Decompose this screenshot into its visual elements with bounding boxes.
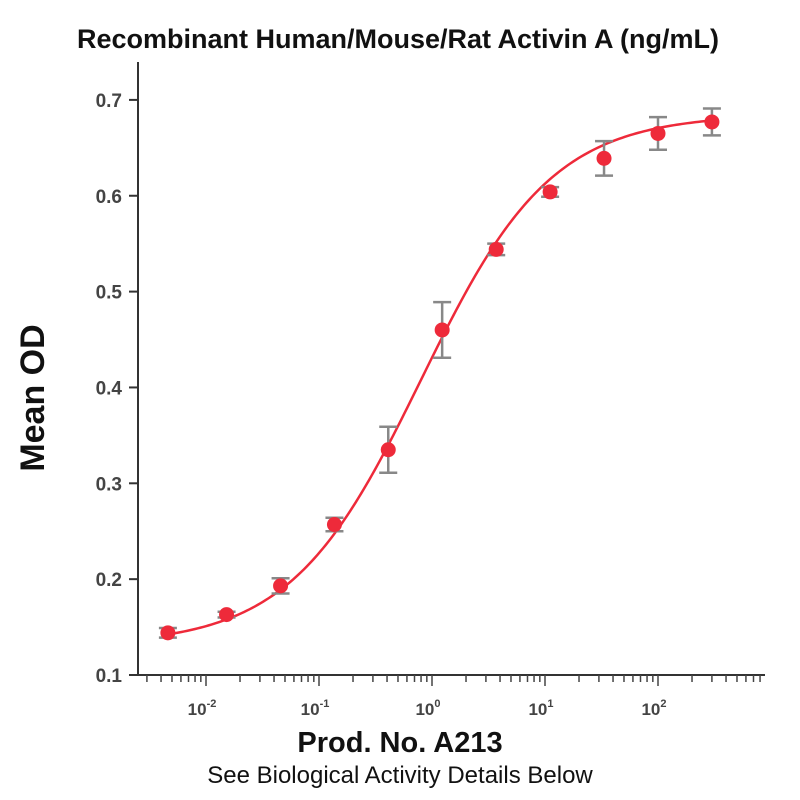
y-tick-label: 0.2 [96, 570, 122, 591]
y-axis-label: Mean OD [14, 324, 52, 471]
fit-curve [167, 119, 713, 636]
data-point [160, 625, 176, 641]
data-point [273, 578, 289, 594]
data-point [596, 150, 612, 166]
y-tick-label: 0.1 [96, 666, 123, 687]
x-tick-base: 10 [188, 700, 207, 719]
data-point [434, 322, 450, 338]
data-point [326, 517, 342, 533]
x-tick-label: 101 [528, 698, 553, 719]
y-tick-label: 0.3 [96, 474, 122, 495]
x-tick-label: 100 [415, 698, 440, 719]
x-tick-exponent: 0 [434, 698, 440, 710]
data-point [542, 184, 558, 200]
x-tick-label: 102 [641, 698, 666, 719]
x-axis-label: Prod. No. A213 [297, 727, 502, 759]
data-points [160, 114, 720, 641]
fit-curve-layer [167, 119, 713, 636]
x-tick-base: 10 [528, 700, 547, 719]
data-point [380, 442, 396, 458]
x-tick-label: 10-2 [188, 698, 217, 719]
x-tick-label: 10-1 [301, 698, 330, 719]
data-point [650, 125, 666, 141]
y-tick-label: 0.4 [96, 378, 123, 399]
x-tick-base: 10 [415, 700, 434, 719]
error-bars [158, 107, 721, 639]
x-tick-exponent: -1 [320, 698, 330, 710]
footnote: See Biological Activity Details Below [207, 762, 593, 789]
x-tick-exponent: -2 [207, 698, 217, 710]
data-point [704, 114, 720, 130]
data-point [488, 241, 504, 257]
y-tick-label: 0.6 [96, 187, 122, 208]
axes [137, 62, 765, 676]
ticks: 0.10.20.30.40.50.60.710-2 10-1 100 101 102 [96, 91, 761, 719]
y-tick-label: 0.7 [96, 91, 122, 112]
x-tick-base: 10 [301, 700, 320, 719]
data-point [219, 607, 235, 623]
x-tick-exponent: 2 [660, 698, 666, 710]
y-tick-label: 0.5 [96, 283, 123, 304]
x-tick-exponent: 1 [547, 698, 553, 710]
chart-title: Recombinant Human/Mouse/Rat Activin A (n… [77, 24, 719, 54]
x-tick-base: 10 [641, 700, 660, 719]
